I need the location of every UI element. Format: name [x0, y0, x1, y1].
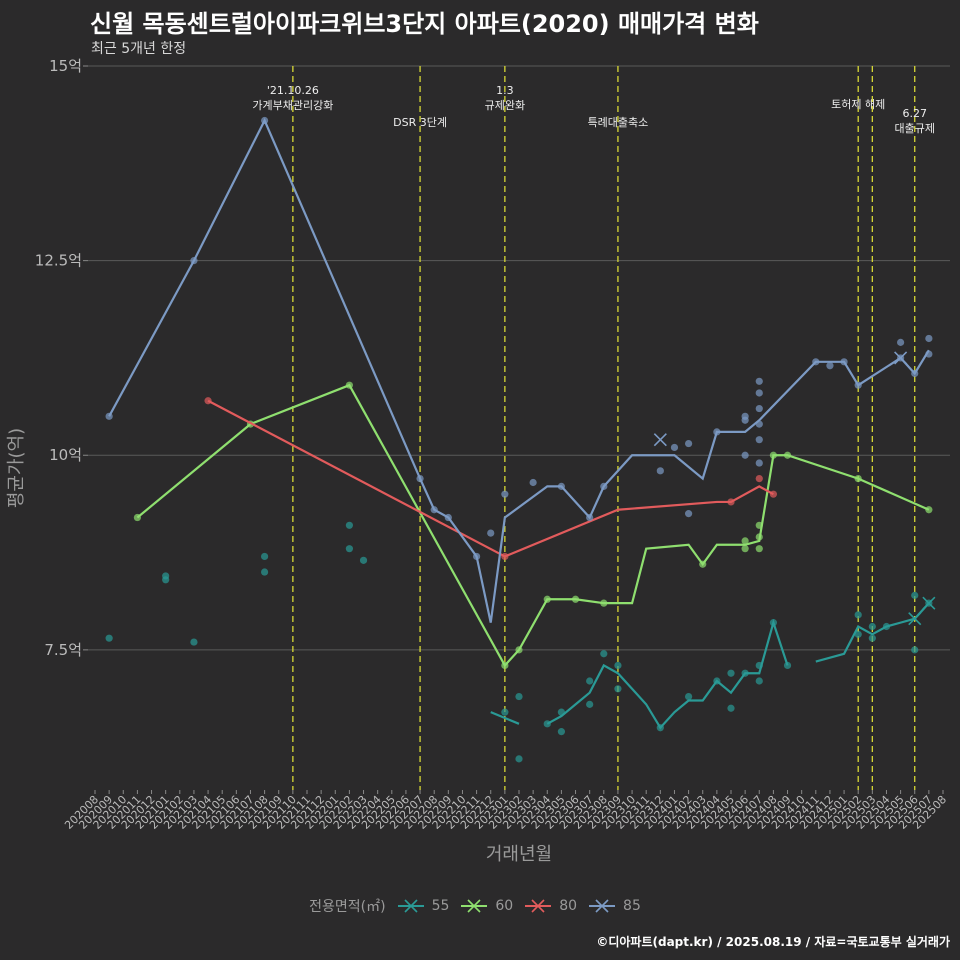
data-point [755, 436, 763, 444]
data-point [105, 634, 113, 642]
data-point [741, 451, 749, 459]
legend-item-55: 55 [396, 898, 450, 914]
data-point [868, 622, 876, 631]
data-point [614, 661, 622, 670]
y-tick-label: 10억 [49, 446, 82, 464]
data-point [783, 661, 792, 670]
data-point [755, 389, 763, 397]
data-point [925, 334, 933, 343]
data-point [685, 439, 693, 448]
y-axis-title: 평균가(억) [6, 428, 27, 508]
data-point [741, 537, 749, 545]
x-axis-title: 거래년월 [486, 844, 552, 865]
legend-label: 60 [495, 898, 514, 914]
data-point [755, 459, 763, 467]
data-point [727, 704, 735, 712]
data-point [741, 545, 749, 553]
data-point [755, 475, 763, 483]
data-point [854, 630, 862, 638]
data-point [685, 510, 693, 518]
data-point [755, 677, 763, 685]
legend: 전용면적(㎡) 55 60 80 85 [0, 896, 960, 916]
series-55 [105, 521, 936, 763]
event-label: 대출규제 [894, 122, 934, 135]
legend-items: 55 60 80 85 [396, 898, 651, 914]
legend-swatch-icon [397, 899, 424, 913]
data-point [359, 556, 368, 564]
event-label: 규제완화 [485, 99, 525, 112]
data-point [501, 490, 509, 498]
series-line [207, 399, 774, 558]
data-point [515, 755, 523, 763]
data-point [868, 634, 876, 642]
data-point [614, 685, 622, 693]
cross-marker [908, 612, 922, 626]
data-point [515, 692, 523, 701]
data-point [586, 700, 594, 708]
data-point [826, 362, 834, 370]
legend-swatch-icon [589, 899, 616, 913]
data-point [911, 646, 919, 654]
data-point [897, 338, 905, 346]
data-point [557, 728, 566, 736]
legend-label: 85 [623, 898, 641, 914]
y-tick-label: 15억 [49, 57, 82, 75]
data-point [501, 708, 509, 716]
data-point [685, 692, 693, 701]
legend-item-85: 85 [587, 898, 641, 914]
legend-title: 전용면적(㎡) [309, 899, 386, 915]
event-label: 1.3 [496, 84, 514, 97]
data-point [190, 638, 198, 646]
legend-label: 80 [559, 898, 578, 914]
cross-marker [894, 351, 908, 365]
data-point [586, 677, 594, 685]
data-point [854, 611, 862, 619]
data-point [529, 478, 537, 487]
data-point [727, 669, 735, 677]
legend-swatch-icon [525, 899, 552, 913]
cross-marker [653, 433, 667, 447]
data-point [911, 591, 919, 599]
event-label: 6.27 [902, 107, 927, 120]
data-point [600, 650, 608, 658]
data-point [656, 467, 664, 475]
legend-label: 55 [431, 898, 450, 914]
y-tick-label: 7.5억 [44, 641, 82, 659]
series-80 [204, 397, 778, 561]
data-point [261, 568, 269, 576]
data-point [345, 545, 353, 553]
event-label: '21.10.26 [267, 84, 319, 97]
data-point [162, 576, 170, 584]
source-caption: ©디아파트(dapt.kr) / 2025.08.19 / 자료=국토교통부 실… [596, 935, 950, 949]
event-label: 특례대출축소 [588, 116, 649, 129]
chart-subtitle: 최근 5개년 한정 [91, 41, 187, 57]
series-line [136, 383, 930, 668]
series-85 [105, 116, 933, 623]
data-point [741, 416, 749, 424]
series-line [490, 711, 520, 725]
data-point [755, 377, 763, 385]
data-point [487, 529, 495, 537]
series-line [815, 602, 930, 663]
y-tick-label: 12.5억 [35, 252, 82, 270]
series-line [546, 618, 789, 730]
data-point [261, 552, 269, 561]
event-label: 토허제 해제 [831, 97, 885, 111]
chart-title: 신월 목동센트럴아이파크위브3단지 아파트(2020) 매매가격 변화 [90, 10, 759, 38]
legend-swatch-icon [461, 899, 488, 913]
data-point [345, 521, 353, 529]
legend-item-60: 60 [459, 898, 513, 914]
data-point [755, 404, 763, 413]
event-label: DSR 3단계 [393, 116, 447, 129]
data-point [755, 545, 763, 553]
series-line [108, 117, 930, 623]
event-label: 가계부채관리강화 [252, 99, 333, 112]
data-point [670, 443, 679, 452]
legend-item-80: 80 [523, 898, 577, 914]
cross-marker [922, 596, 936, 610]
